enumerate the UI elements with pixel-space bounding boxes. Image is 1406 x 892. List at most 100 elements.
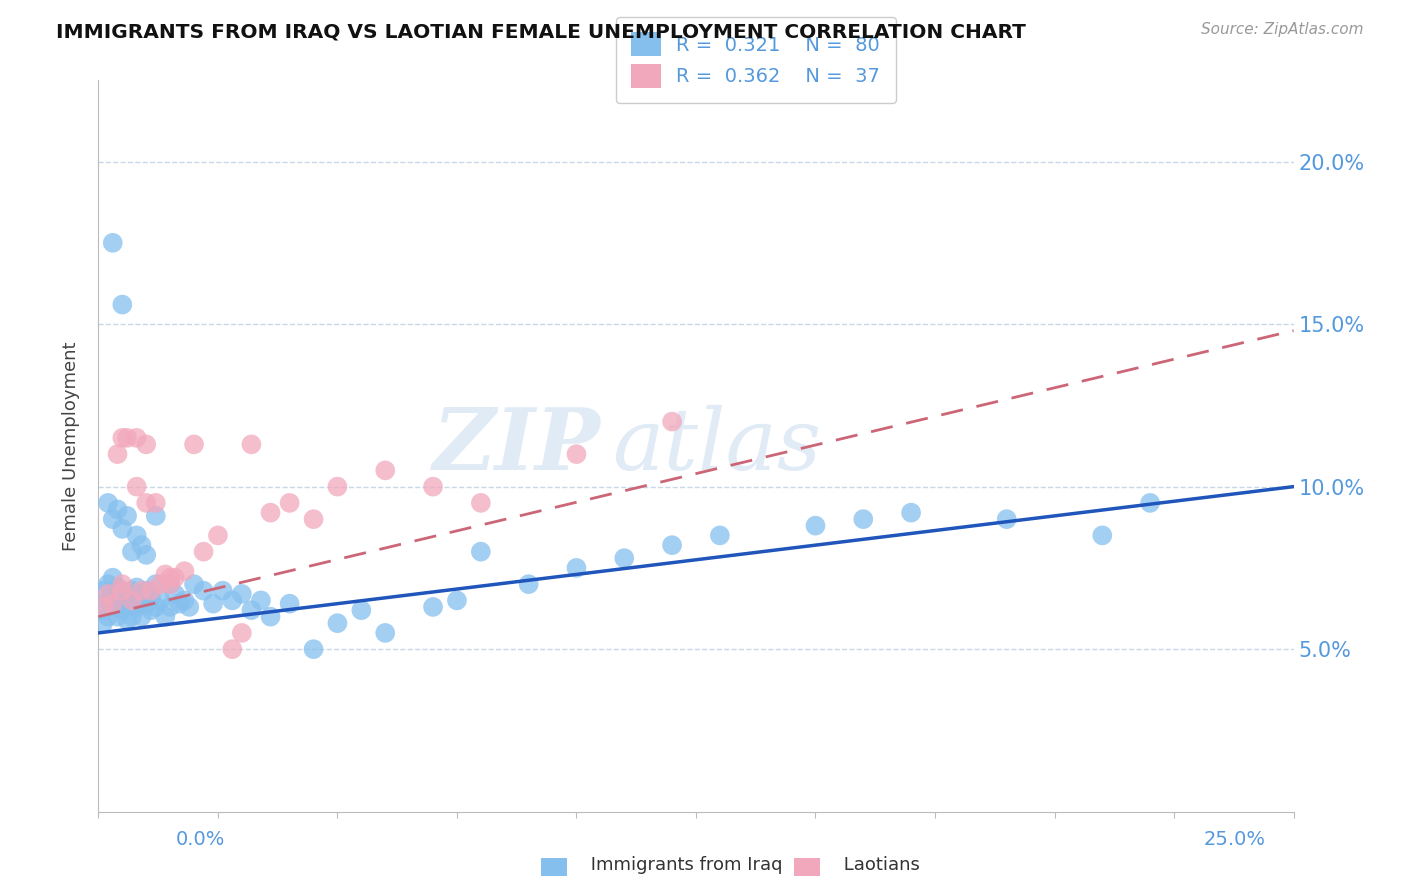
- Point: [326, 480, 349, 494]
- Point: [131, 538, 153, 552]
- Point: [259, 506, 281, 520]
- Point: [350, 603, 373, 617]
- Point: [135, 548, 157, 562]
- Point: [207, 528, 229, 542]
- Point: [173, 564, 195, 578]
- Point: [97, 496, 120, 510]
- Point: [91, 603, 114, 617]
- Point: [91, 583, 114, 598]
- Point: [202, 597, 225, 611]
- Point: [155, 567, 177, 582]
- Text: Immigrants from Iraq: Immigrants from Iraq: [562, 856, 783, 874]
- Point: [565, 447, 588, 461]
- Point: [470, 544, 492, 558]
- Text: 0.0%: 0.0%: [176, 830, 225, 848]
- Point: [374, 626, 396, 640]
- Point: [259, 609, 281, 624]
- Point: [145, 577, 167, 591]
- Point: [101, 597, 124, 611]
- Point: [155, 609, 177, 624]
- Point: [565, 561, 588, 575]
- Point: [115, 508, 138, 523]
- Point: [221, 593, 243, 607]
- Point: [111, 593, 134, 607]
- Point: [131, 609, 153, 624]
- Point: [145, 496, 167, 510]
- Point: [661, 415, 683, 429]
- Point: [101, 590, 124, 604]
- Point: [709, 528, 731, 542]
- Point: [97, 593, 120, 607]
- Point: [1139, 496, 1161, 510]
- Point: [374, 463, 396, 477]
- Point: [111, 577, 134, 591]
- Point: [135, 496, 157, 510]
- Point: [900, 506, 922, 520]
- Point: [278, 597, 301, 611]
- Point: [470, 496, 492, 510]
- Text: atlas: atlas: [613, 405, 821, 487]
- Point: [115, 613, 138, 627]
- Point: [159, 599, 181, 614]
- Point: [97, 577, 120, 591]
- Point: [135, 597, 157, 611]
- Point: [111, 522, 134, 536]
- Point: [422, 480, 444, 494]
- Point: [97, 609, 120, 624]
- Point: [101, 235, 124, 250]
- Point: [107, 587, 129, 601]
- Y-axis label: Female Unemployment: Female Unemployment: [62, 342, 80, 550]
- Text: Source: ZipAtlas.com: Source: ZipAtlas.com: [1201, 22, 1364, 37]
- Point: [107, 581, 129, 595]
- Point: [446, 593, 468, 607]
- Point: [326, 616, 349, 631]
- Point: [91, 599, 114, 614]
- Point: [1091, 528, 1114, 542]
- Point: [159, 571, 181, 585]
- Point: [422, 599, 444, 614]
- Point: [107, 609, 129, 624]
- Point: [302, 642, 325, 657]
- Point: [231, 626, 253, 640]
- Point: [135, 583, 157, 598]
- Point: [169, 597, 191, 611]
- Point: [149, 577, 172, 591]
- Point: [115, 431, 138, 445]
- Point: [613, 551, 636, 566]
- Point: [111, 603, 134, 617]
- Point: [91, 616, 114, 631]
- Point: [193, 583, 215, 598]
- Point: [804, 518, 827, 533]
- Point: [121, 597, 143, 611]
- Point: [97, 587, 120, 601]
- Point: [240, 437, 263, 451]
- Point: [131, 583, 153, 598]
- Point: [131, 593, 153, 607]
- Point: [107, 599, 129, 614]
- Point: [139, 603, 162, 617]
- Point: [111, 583, 134, 598]
- Point: [221, 642, 243, 657]
- Point: [121, 544, 143, 558]
- Point: [121, 583, 143, 598]
- Point: [517, 577, 540, 591]
- Point: [302, 512, 325, 526]
- Point: [107, 447, 129, 461]
- Point: [179, 599, 201, 614]
- Point: [125, 581, 148, 595]
- Point: [145, 508, 167, 523]
- Point: [139, 590, 162, 604]
- Point: [111, 297, 134, 311]
- Text: Laotians: Laotians: [815, 856, 921, 874]
- Legend: R =  0.321    N =  80, R =  0.362    N =  37: R = 0.321 N = 80, R = 0.362 N = 37: [616, 17, 896, 103]
- Point: [661, 538, 683, 552]
- Point: [111, 583, 134, 598]
- Point: [995, 512, 1018, 526]
- Point: [115, 599, 138, 614]
- Point: [135, 437, 157, 451]
- Point: [101, 512, 124, 526]
- Point: [173, 593, 195, 607]
- Text: ZIP: ZIP: [433, 404, 600, 488]
- Point: [163, 571, 186, 585]
- Point: [183, 437, 205, 451]
